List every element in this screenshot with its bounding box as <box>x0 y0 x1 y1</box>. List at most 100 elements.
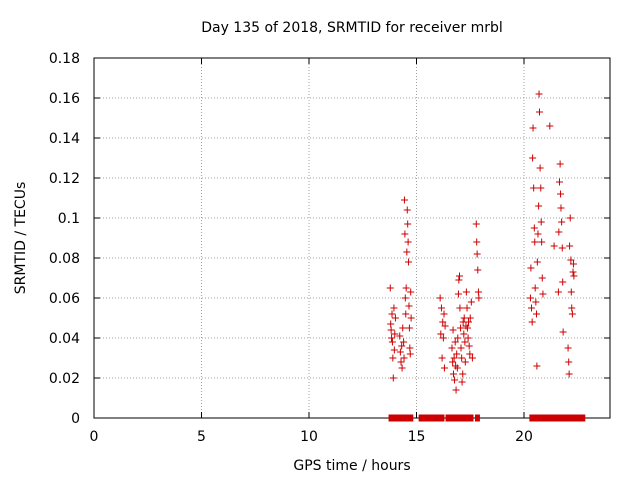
data-point <box>400 338 408 346</box>
data-point <box>473 238 481 246</box>
data-point <box>437 330 445 338</box>
data-point <box>449 370 457 378</box>
data-point <box>466 350 474 358</box>
data-point <box>557 190 565 198</box>
data-point <box>528 318 536 326</box>
data-point <box>453 350 461 358</box>
data-point <box>557 204 565 212</box>
data-point <box>406 344 414 352</box>
data-point <box>451 376 459 384</box>
data-point <box>449 358 457 366</box>
data-point <box>454 290 462 298</box>
data-point <box>458 378 466 386</box>
data-point <box>439 334 447 342</box>
data-point <box>566 214 574 222</box>
data-point <box>386 284 394 292</box>
data-point <box>537 184 545 192</box>
x-tick-label: 20 <box>515 429 533 445</box>
data-point <box>558 218 566 226</box>
data-point <box>401 230 409 238</box>
x-tick-label: 5 <box>197 429 206 445</box>
data-point <box>403 206 411 214</box>
data-point <box>391 330 399 338</box>
data-point <box>390 346 398 354</box>
data-point <box>535 90 543 98</box>
data-point <box>463 324 471 332</box>
data-point <box>465 342 473 350</box>
x-tick-label: 15 <box>408 429 426 445</box>
y-tick-label: 0.16 <box>49 91 80 107</box>
data-point <box>474 266 482 274</box>
data-point <box>456 272 463 280</box>
grid <box>94 58 610 418</box>
data-point <box>457 344 465 352</box>
data-point <box>533 362 541 370</box>
data-point <box>457 324 465 332</box>
data-point <box>475 294 483 302</box>
chart-title: Day 135 of 2018, SRMTID for receiver mrb… <box>201 20 503 36</box>
data-point <box>400 196 408 204</box>
data-point <box>474 288 482 296</box>
data-point <box>559 278 567 286</box>
data-point <box>554 288 562 296</box>
data-point <box>456 304 464 312</box>
axis-ticks: 0 5 10 15 20 0 0.02 0.04 0.06 0.08 0.1 0.12 0.14 0.16… <box>49 51 610 445</box>
data-point <box>403 248 411 256</box>
data-point <box>398 342 406 350</box>
y-tick-label: 0.12 <box>49 171 80 187</box>
data-point <box>438 354 446 362</box>
data-point <box>405 324 413 332</box>
data-point <box>569 268 577 276</box>
zero-value-points <box>418 414 445 422</box>
data-point <box>472 220 480 228</box>
data-point <box>389 374 397 382</box>
data-point <box>473 250 481 258</box>
data-point <box>389 354 397 362</box>
data-point <box>534 230 542 238</box>
data-point <box>388 310 396 318</box>
data-point <box>570 272 578 280</box>
data-point <box>398 364 406 372</box>
data-point <box>458 354 466 362</box>
data-point <box>388 334 396 342</box>
data-point <box>460 330 468 338</box>
data-point <box>569 260 577 268</box>
data-point <box>455 276 463 284</box>
data-point <box>441 322 449 330</box>
data-point <box>527 264 535 272</box>
data-point <box>531 238 539 246</box>
data-point <box>466 314 474 322</box>
data-point <box>556 160 564 168</box>
data-point <box>532 310 540 318</box>
data-point <box>390 304 398 312</box>
data-point <box>406 350 414 358</box>
data-point <box>538 274 546 282</box>
x-axis-label: GPS time / hours <box>293 458 410 474</box>
data-point <box>537 218 545 226</box>
data-point <box>531 284 539 292</box>
y-tick-label: 0 <box>71 411 80 427</box>
data-point <box>559 328 567 336</box>
data-point <box>404 238 412 246</box>
data-point <box>461 358 469 366</box>
data-point <box>439 318 447 326</box>
data-point <box>532 298 540 306</box>
data-point <box>529 154 537 162</box>
data-point <box>400 354 408 362</box>
data-point <box>530 224 538 232</box>
data-point <box>391 314 399 322</box>
data-point <box>397 358 405 366</box>
data-point <box>533 258 541 266</box>
data-point <box>452 386 460 394</box>
data-point <box>396 348 404 356</box>
data-point <box>448 344 456 352</box>
data-point <box>555 178 563 186</box>
data-point <box>460 314 468 322</box>
data-point <box>459 370 467 378</box>
data-point <box>440 364 448 372</box>
data-point <box>568 310 576 318</box>
zero-value-points <box>474 414 480 422</box>
zero-value-points <box>529 414 586 422</box>
data-points <box>386 90 586 422</box>
